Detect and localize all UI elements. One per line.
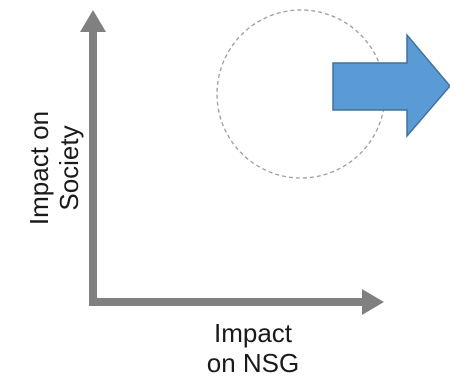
- x-axis-line: [89, 298, 367, 306]
- x-axis-label: Impact on NSG: [158, 318, 348, 378]
- y-axis-line: [89, 26, 97, 304]
- right-block-arrow: [332, 32, 450, 139]
- x-axis-label-line-1: Impact: [213, 318, 293, 348]
- y-axis-label-line-1: Impact on: [24, 110, 54, 226]
- y-axis-arrowhead: [80, 10, 106, 32]
- x-axis-arrowhead: [362, 289, 384, 315]
- x-axis-label-line-2: on NSG: [206, 348, 300, 378]
- y-axis-label-line-2: Society: [54, 125, 84, 211]
- y-axis: [80, 10, 106, 304]
- x-axis: [89, 289, 384, 315]
